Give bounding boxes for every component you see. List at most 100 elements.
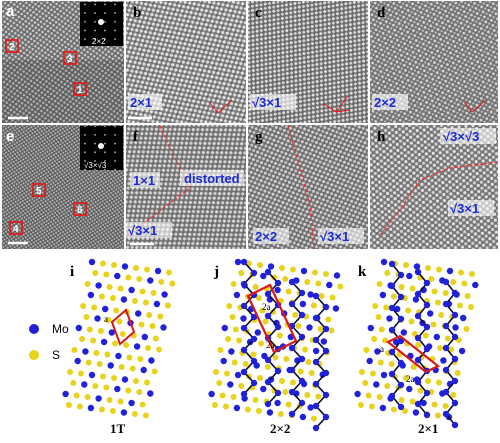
- s-atom: [111, 375, 117, 381]
- s-atom: [271, 274, 278, 281]
- s-atom: [362, 380, 369, 386]
- s-atom: [323, 271, 329, 277]
- mo-atom: [423, 323, 431, 331]
- mo-atom: [306, 324, 313, 331]
- panel-label-d: d: [377, 5, 386, 21]
- s-atom: [405, 307, 412, 314]
- s-atom: [398, 397, 405, 403]
- mo-atom: [458, 347, 466, 355]
- mo-atom: [307, 404, 314, 411]
- mo-atom: [397, 381, 405, 389]
- s-atom: [257, 262, 263, 268]
- mo-atom: [326, 281, 333, 289]
- mo-atom: [307, 291, 314, 298]
- mo-atom: [394, 305, 401, 313]
- panel-d: d 2×2: [370, 1, 498, 123]
- mo-atom: [312, 424, 320, 432]
- mo-atom: [420, 399, 427, 407]
- mo-atom: [412, 409, 420, 416]
- s-atom: [388, 361, 395, 367]
- axis-arrows-c: [323, 95, 351, 113]
- s-atom: [133, 378, 139, 384]
- svg-text:1: 1: [77, 85, 83, 96]
- s-atom: [97, 328, 104, 334]
- s-atom: [434, 412, 441, 419]
- s-atom: [169, 280, 176, 287]
- mo-atom: [288, 278, 296, 286]
- mo-atom: [147, 390, 154, 397]
- s-atom: [112, 340, 119, 347]
- mo-atom: [240, 368, 248, 376]
- s-atom: [229, 314, 236, 320]
- mo-atom: [100, 338, 108, 346]
- s-atom: [368, 403, 375, 410]
- mo-atom: [250, 313, 258, 321]
- s-atom: [211, 402, 218, 408]
- boundary-line-g: [287, 125, 315, 250]
- mo-atom: [62, 390, 69, 398]
- s-atom: [357, 402, 364, 408]
- s-atom: [436, 266, 442, 273]
- mo-atom: [388, 370, 396, 378]
- mo-atom: [147, 277, 154, 284]
- s-atom: [315, 280, 322, 287]
- mo-atom: [228, 348, 235, 355]
- s-atom: [378, 326, 385, 333]
- s-atom: [295, 323, 302, 329]
- mo-atom: [312, 402, 320, 410]
- s-atom: [242, 361, 249, 367]
- s-atom: [442, 403, 449, 409]
- s-atom: [434, 299, 441, 306]
- s-atom: [337, 283, 344, 290]
- structure-label-h-top: √3×√3: [443, 129, 479, 144]
- mo-atom: [233, 404, 241, 412]
- s-atom: [219, 392, 226, 399]
- mo-atom: [427, 310, 434, 317]
- s-atom: [383, 304, 390, 311]
- s-atom: [444, 335, 451, 342]
- region-marker-1: 1: [73, 82, 87, 96]
- s-atom: [372, 303, 379, 309]
- s-atom: [151, 368, 158, 375]
- s-atom: [310, 415, 317, 422]
- s-atom: [410, 364, 417, 370]
- mo-atom: [451, 333, 459, 341]
- s-atom: [93, 350, 100, 356]
- mo-atom: [374, 348, 381, 355]
- s-atom: [304, 279, 311, 285]
- s-atom: [139, 288, 146, 295]
- mo-atom: [433, 333, 440, 341]
- s-atom: [464, 293, 471, 299]
- mo-atom: [260, 272, 267, 280]
- region-marker-2: 2: [5, 39, 19, 53]
- mo-atom: [388, 304, 396, 312]
- mo-atom: [373, 381, 380, 388]
- s-atom: [376, 281, 383, 287]
- s-atom: [325, 316, 332, 323]
- caption-k: 2×1: [418, 421, 438, 436]
- s-atom: [285, 401, 292, 408]
- mo-atom: [121, 376, 129, 383]
- mo-atom: [250, 269, 258, 277]
- mo-atom: [412, 296, 420, 303]
- s-atom: [255, 295, 262, 301]
- s-atom: [408, 318, 415, 325]
- mo-atom: [442, 344, 450, 352]
- s-atom: [461, 280, 468, 287]
- s-atom: [403, 375, 409, 381]
- mo-atom: [406, 272, 413, 280]
- mo-atom: [88, 371, 96, 379]
- s-atom: [236, 337, 243, 344]
- caption-i: 1T: [110, 421, 126, 436]
- mo-atom: [451, 355, 459, 363]
- s-atom: [469, 271, 475, 277]
- s-atom: [409, 398, 416, 405]
- mo-atom: [274, 286, 281, 294]
- panel-label-i: i: [70, 264, 74, 280]
- s-atom: [312, 269, 318, 276]
- mo-atom: [264, 378, 272, 386]
- s-atom: [417, 387, 424, 394]
- s-atom: [100, 373, 106, 380]
- s-atom: [125, 274, 132, 281]
- model-j: j 2a 2a 2×2: [208, 258, 344, 436]
